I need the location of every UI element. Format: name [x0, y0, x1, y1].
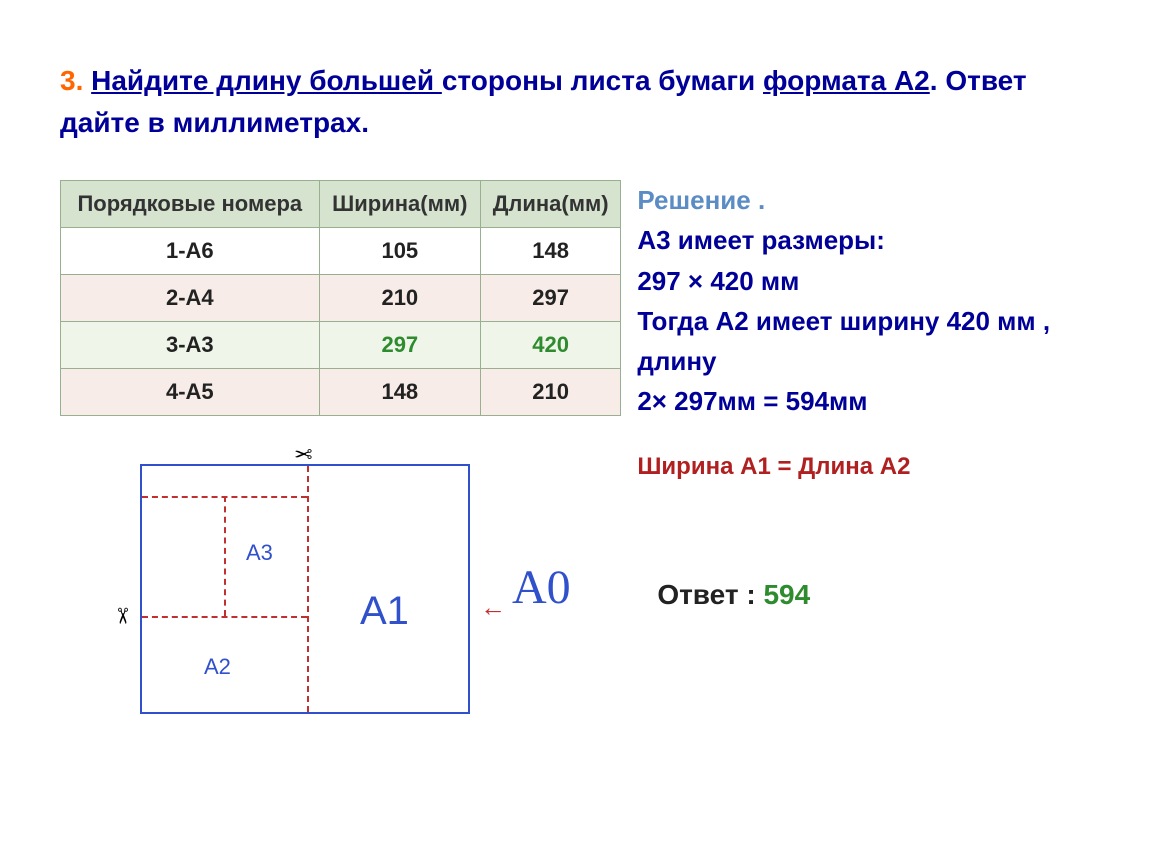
cell-length: 148: [481, 228, 621, 275]
content-row: Порядковые номера Ширина(мм) Длина(мм) 1…: [60, 180, 1110, 724]
cell-width: 148: [319, 369, 480, 416]
header-width: Ширина(мм): [319, 181, 480, 228]
label-a3: А3: [246, 540, 273, 566]
solution-line: 297 × 420 мм: [637, 261, 1110, 301]
table-row-highlight: 3-А3 297 420: [61, 322, 621, 369]
label-a1: А1: [360, 589, 409, 634]
question-part3: формата А2: [763, 65, 930, 96]
solution-note: Ширина А1 = Длина А2: [637, 448, 1110, 485]
cell-length: 297: [481, 275, 621, 322]
dash-line: [224, 496, 226, 616]
dash-line: [142, 616, 307, 618]
cell-width: 297: [319, 322, 480, 369]
label-a0: А0: [512, 560, 571, 615]
question-part1: Найдите длину большей: [91, 65, 442, 96]
table-row: 2-А4 210 297: [61, 275, 621, 322]
solution-line: 2× 297мм = 594мм: [637, 381, 1110, 421]
diagram-box: А3 А2 А1: [140, 464, 470, 714]
cell-width: 105: [319, 228, 480, 275]
table-header-row: Порядковые номера Ширина(мм) Длина(мм): [61, 181, 621, 228]
table-row: 1-А6 105 148: [61, 228, 621, 275]
solution-line: А3 имеет размеры:: [637, 220, 1110, 260]
answer-label: Ответ :: [657, 579, 763, 610]
solution-title: Решение .: [637, 180, 1110, 220]
paper-diagram: ✂ ✂ А3 А2 А1 ← А0: [140, 444, 540, 724]
cell-ordinal: 3-А3: [61, 322, 320, 369]
solution-block: Решение . А3 имеет размеры: 297 × 420 мм…: [637, 180, 1110, 724]
dash-line: [307, 466, 309, 712]
paper-sizes-table: Порядковые номера Ширина(мм) Длина(мм) 1…: [60, 180, 621, 416]
question-number: 3.: [60, 65, 83, 96]
table-row: 4-А5 148 210: [61, 369, 621, 416]
cell-length: 210: [481, 369, 621, 416]
label-a2: А2: [204, 654, 231, 680]
scissor-icon: ✂: [109, 607, 135, 625]
answer-value: 594: [763, 579, 810, 610]
question-part2: стороны листа бумаги: [442, 65, 763, 96]
cell-ordinal: 2-А4: [61, 275, 320, 322]
header-ordinal: Порядковые номера: [61, 181, 320, 228]
answer-line: Ответ : 594: [657, 573, 1110, 616]
scissor-icon: ✂: [294, 440, 312, 466]
cell-width: 210: [319, 275, 480, 322]
cell-length: 420: [481, 322, 621, 369]
cell-ordinal: 1-А6: [61, 228, 320, 275]
question-text: 3. Найдите длину большей стороны листа б…: [60, 60, 1110, 144]
arrow-icon: ←: [480, 592, 506, 623]
solution-line: Тогда А2 имеет ширину 420 мм , длину: [637, 301, 1110, 382]
left-column: Порядковые номера Ширина(мм) Длина(мм) 1…: [60, 180, 621, 724]
header-length: Длина(мм): [481, 181, 621, 228]
cell-ordinal: 4-А5: [61, 369, 320, 416]
